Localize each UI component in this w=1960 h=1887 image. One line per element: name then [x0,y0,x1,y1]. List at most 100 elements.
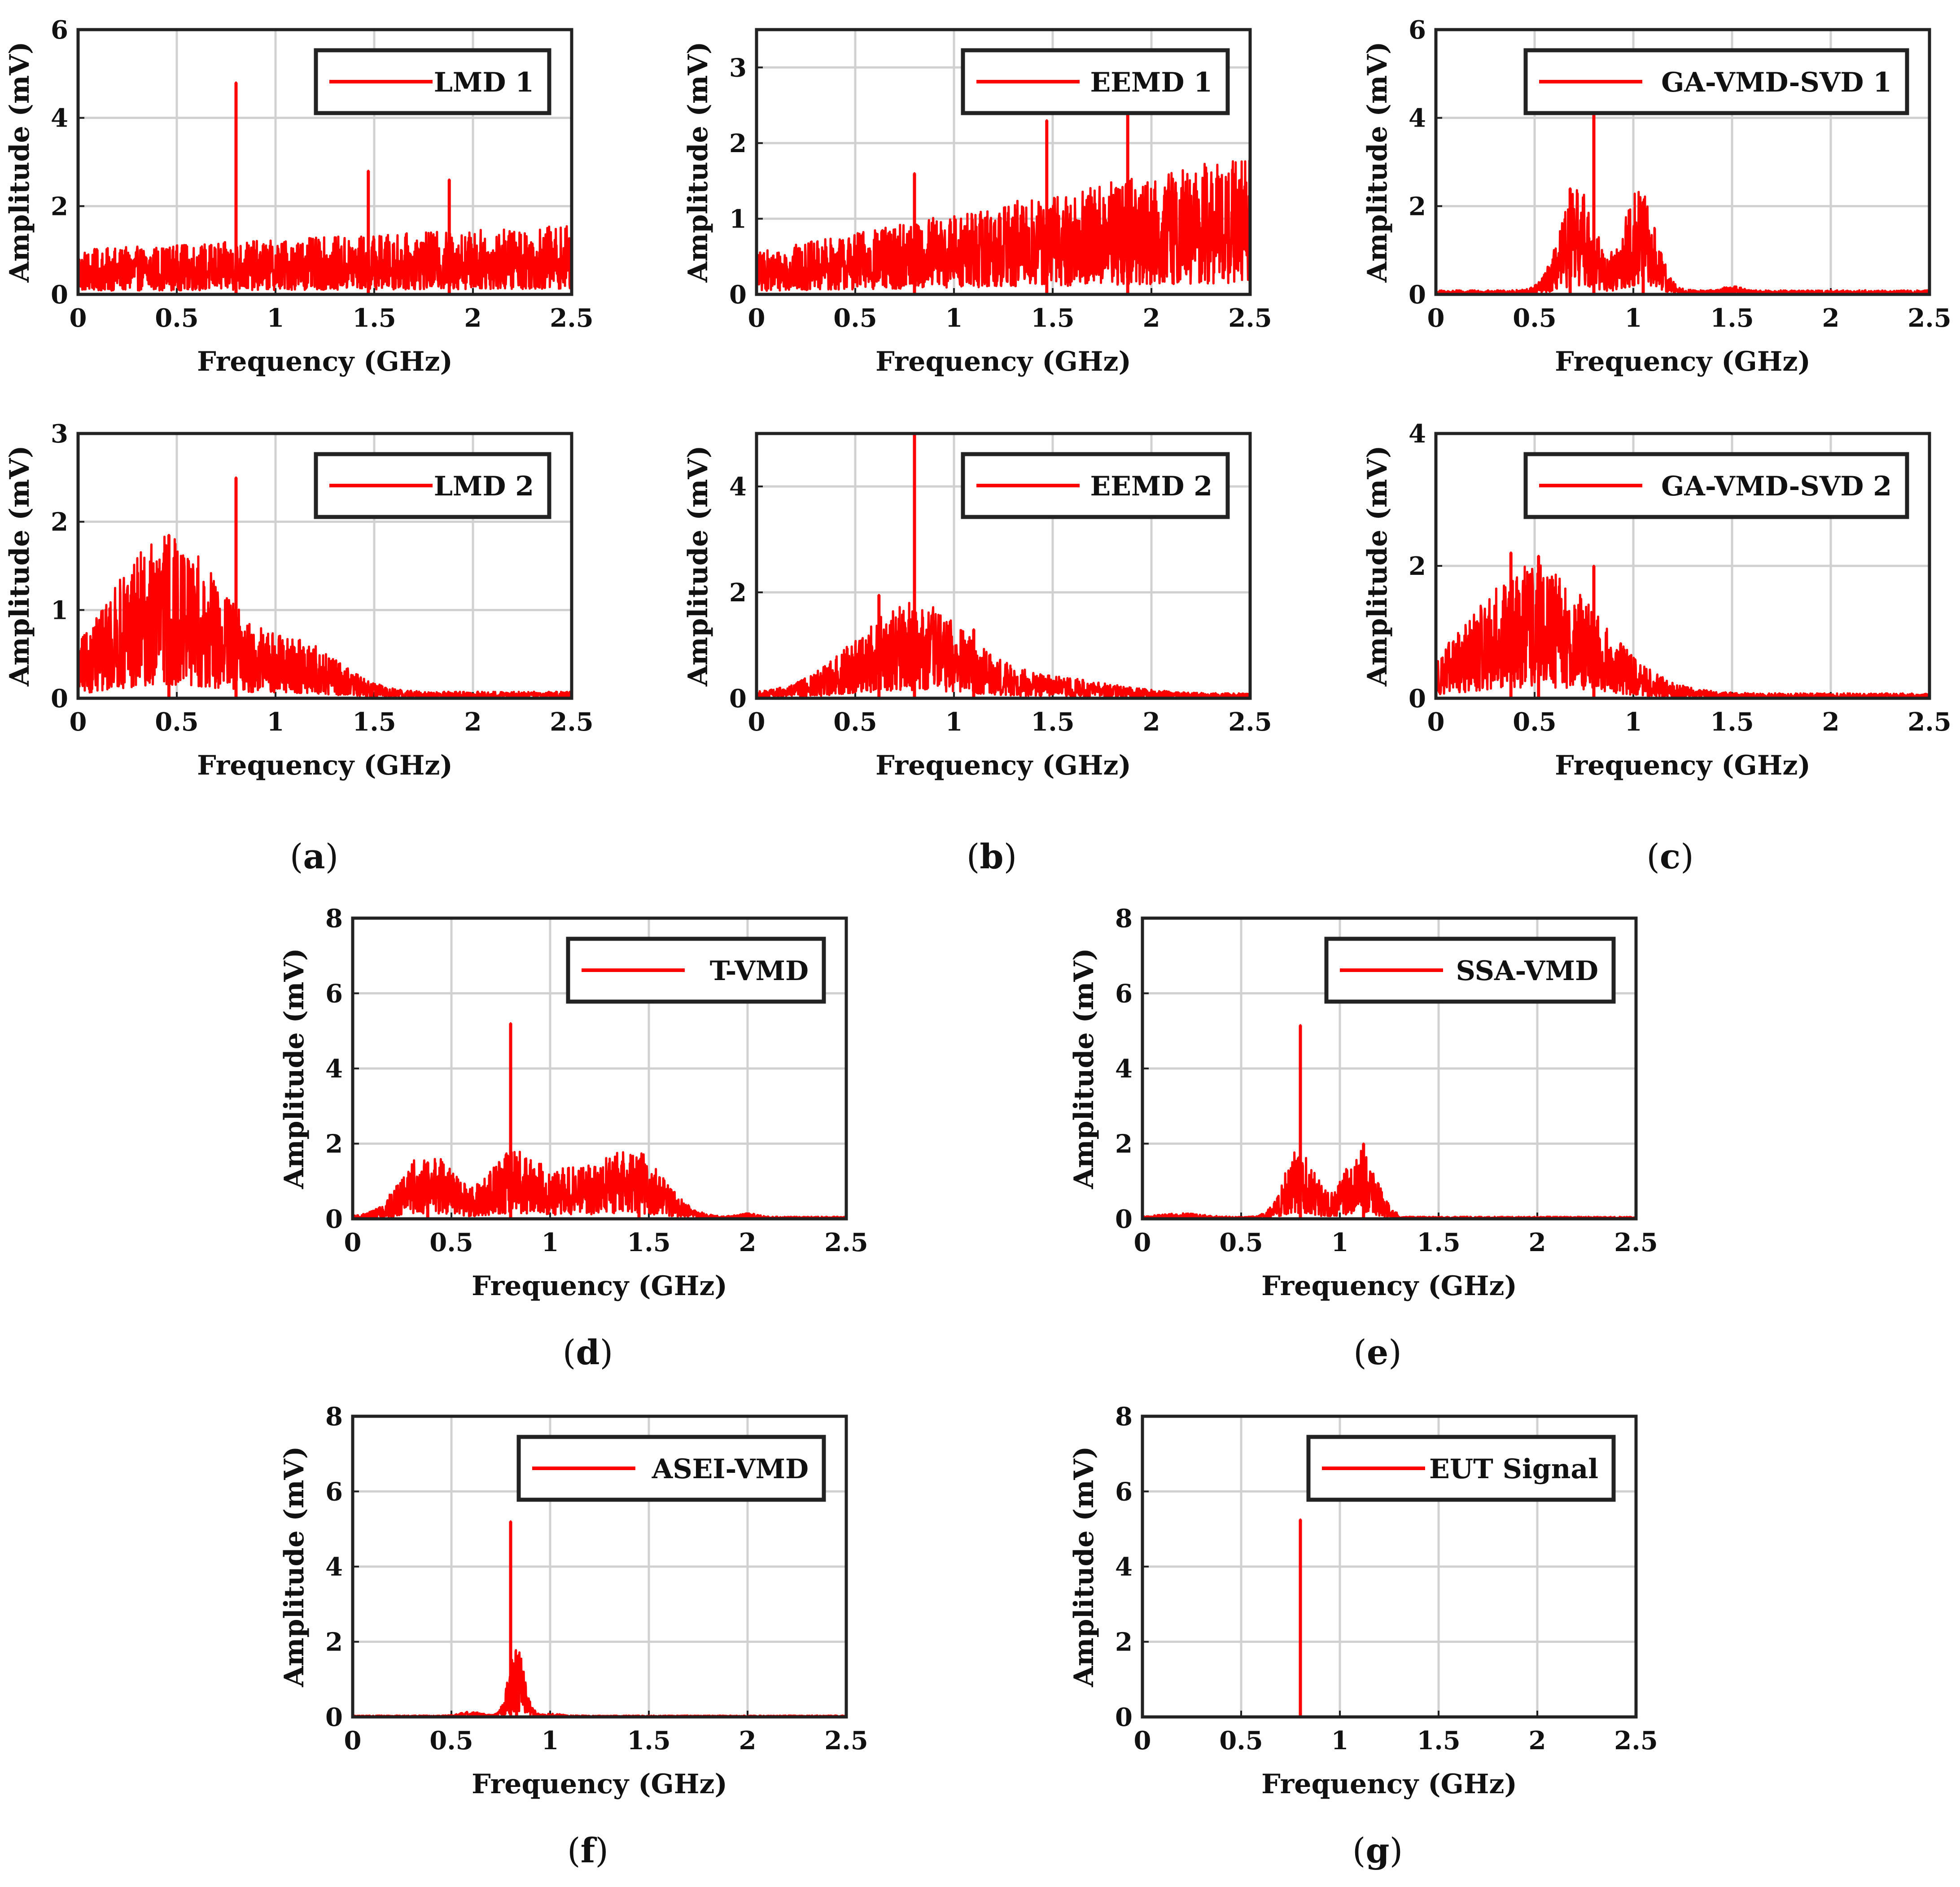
y-tick-label: 8 [325,904,343,933]
chart-b2: 0 0.5 1 1.5 2 2.5 0 2 4 EEMD 2 Frequency (GHz) Ampl… [682,432,1272,781]
y-tick-label: 1 [51,595,68,625]
x-tick-label: 2.5 [824,1228,868,1257]
y-axis-label: Amplitude (mV) [279,948,310,1190]
x-tick-label: 2.5 [1228,303,1272,333]
x-tick-label: 1 [1625,303,1642,333]
subfigure-label: (d) [563,1332,613,1372]
x-tick-label: 0.5 [429,1726,473,1756]
y-tick-label: 2 [1409,192,1426,221]
axes-frame [76,432,573,700]
x-axis-label: Frequency (GHz) [875,750,1131,781]
x-tick-label: 0.5 [155,707,198,737]
legend: SSA-VMD [1324,937,1616,1004]
x-tick-label: 1 [542,1228,559,1257]
axes-frame [351,916,848,1221]
x-tick-label: 1.5 [627,1726,670,1756]
y-axis-label: Amplitude (mV) [1068,1446,1100,1688]
x-tick-label: 0.5 [1513,707,1556,737]
chart-a2: 0 0.5 1 1.5 2 2.5 0 1 2 3 LMD 2 Frequency (GHz) Ampl… [4,419,594,781]
x-tick-label: 2.5 [550,707,593,737]
subfigure-label: (b) [967,836,1017,876]
legend-label: EUT Signal [1429,1454,1598,1485]
x-tick-label: 1.5 [1031,707,1074,737]
x-tick-label: 2.5 [1908,707,1951,737]
x-tick-label: 2 [1822,707,1840,737]
chart-f: 0 0.5 1 1.5 2 2.5 0 2 4 6 8 ASEI-VMD Frequency (GHz)… [279,1402,868,1800]
legend-label: EEMD 2 [1090,471,1212,502]
subfigure-label: (g) [1352,1830,1403,1870]
x-tick-label: 1 [1331,1726,1349,1756]
y-tick-label: 3 [51,419,68,449]
x-axis-label: Frequency (GHz) [1555,750,1811,781]
x-tick-label: 1 [267,303,284,333]
x-tick-label: 0 [70,303,87,333]
x-tick-label: 1.5 [1417,1726,1460,1756]
x-tick-label: 1 [542,1726,559,1756]
x-tick-label: 0 [748,303,766,333]
axes-frame [1434,432,1931,700]
axes-frame [755,432,1252,700]
y-tick-label: 6 [325,979,343,1009]
x-tick-label: 1.5 [627,1228,670,1257]
x-tick-label: 2 [1822,303,1840,333]
y-tick-label: 6 [51,15,68,45]
x-axis-label: Frequency (GHz) [1261,1769,1517,1800]
y-tick-label: 0 [1115,1703,1133,1732]
y-tick-label: 0 [325,1703,343,1732]
axes-frame [76,28,573,296]
legend-label: LMD 1 [434,67,534,98]
y-tick-label: 0 [51,684,68,714]
y-tick-label: 8 [325,1402,343,1432]
y-tick-label: 6 [1409,15,1426,45]
y-axis-label: Amplitude (mV) [1362,42,1393,283]
x-tick-label: 2.5 [1908,303,1951,333]
x-tick-label: 2.5 [1614,1726,1658,1756]
legend-label: GA-VMD-SVD 1 [1661,67,1892,98]
y-tick-label: 4 [325,1552,343,1582]
axes-frame [351,1414,848,1719]
legend: EEMD 1 [961,48,1230,115]
y-tick-label: 0 [1409,280,1426,310]
y-tick-label: 0 [729,684,747,714]
x-tick-label: 1 [1331,1228,1349,1257]
y-tick-label: 6 [1115,979,1133,1009]
x-axis-label: Frequency (GHz) [1555,346,1811,377]
legend-label: ASEI-VMD [652,1454,809,1485]
y-axis-label: Amplitude (mV) [4,42,35,283]
chart-a1: 0 0.5 1 1.5 2 2.5 0 2 4 6 LMD 1 Frequency (GHz) Ampl… [4,15,594,377]
legend: GA-VMD-SVD 1 [1523,48,1909,115]
x-tick-label: 1 [1625,707,1642,737]
x-tick-label: 0 [344,1228,362,1257]
axes-frame [1141,916,1638,1221]
y-tick-label: 2 [51,192,68,221]
y-tick-label: 4 [51,104,68,133]
y-tick-label: 0 [729,280,747,310]
x-tick-label: 0 [748,707,766,737]
legend: LMD 2 [314,452,551,519]
y-tick-label: 4 [1115,1054,1133,1084]
legend-label: SSA-VMD [1456,955,1598,987]
subfigure-label: (e) [1353,1332,1402,1372]
series-line [755,432,1251,699]
x-tick-label: 0 [344,1726,362,1756]
chart-d: 0 0.5 1 1.5 2 2.5 0 2 4 6 8 T-VMD Frequency (GHz) Amp… [279,904,868,1302]
x-tick-label: 2 [1143,707,1160,737]
y-axis-label: Amplitude (mV) [279,1446,310,1688]
x-axis-label: Frequency (GHz) [875,346,1131,377]
x-tick-label: 2 [1143,303,1160,333]
x-tick-label: 0.5 [1219,1228,1263,1257]
y-axis-label: Amplitude (mV) [1362,446,1393,687]
y-tick-label: 0 [1409,684,1426,714]
y-tick-label: 2 [1115,1130,1133,1159]
series-line [352,1022,848,1220]
axes-frame [1434,28,1931,296]
y-axis-label: Amplitude (mV) [4,446,35,687]
x-tick-label: 2 [739,1228,757,1257]
legend: ASEI-VMD [516,1435,826,1502]
x-tick-label: 0 [1134,1228,1151,1257]
y-tick-label: 0 [1115,1204,1133,1234]
x-tick-label: 1.5 [1710,707,1754,737]
y-axis-label: Amplitude (mV) [682,446,714,687]
y-tick-label: 4 [1409,104,1426,133]
